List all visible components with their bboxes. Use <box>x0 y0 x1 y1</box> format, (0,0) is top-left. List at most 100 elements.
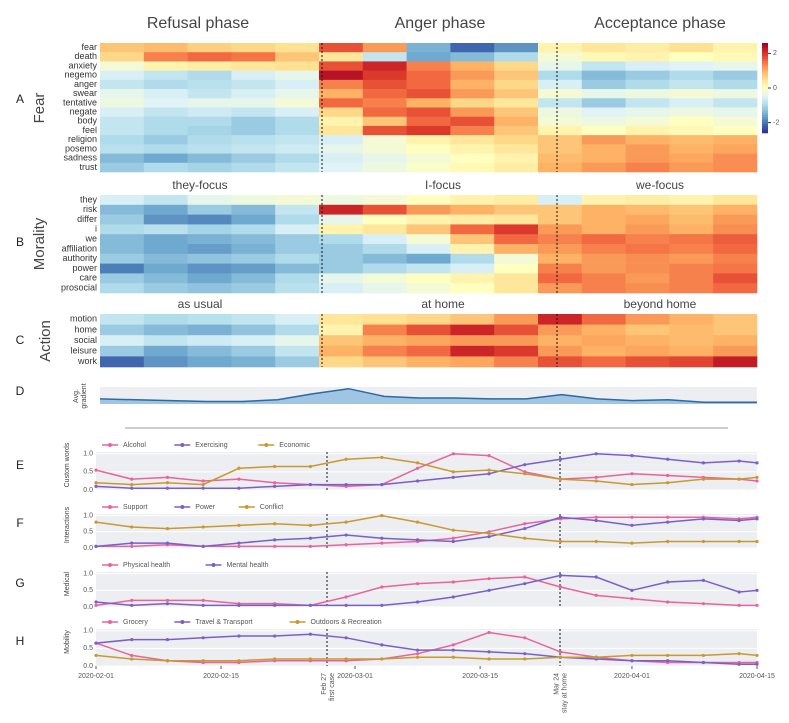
heat-cell <box>187 335 232 347</box>
heat-cell <box>450 79 495 90</box>
series-marker <box>487 577 491 581</box>
row-label: negate <box>69 106 97 116</box>
series-marker <box>594 479 598 483</box>
heat-cell <box>538 43 583 53</box>
row-label: fear <box>81 42 97 52</box>
series-marker <box>201 479 205 483</box>
axis-label: Medical <box>64 571 71 596</box>
colorbar-step <box>762 85 768 89</box>
heat-cell <box>406 345 451 357</box>
series-marker <box>308 523 312 527</box>
heat-cell <box>625 125 670 136</box>
heat-cell <box>669 61 714 71</box>
series-marker <box>558 585 563 589</box>
colorbar-step <box>762 72 768 75</box>
heat-cell <box>494 345 539 357</box>
series-marker <box>630 541 634 545</box>
heat-cell <box>713 283 758 294</box>
heat-cell <box>494 153 539 164</box>
heat-cell <box>275 335 320 347</box>
series-line <box>95 514 757 544</box>
series-line <box>95 456 758 486</box>
series-marker <box>487 650 491 654</box>
annotation: Mar 24 <box>553 673 560 695</box>
colorbar-step <box>762 97 768 100</box>
heat-cell <box>538 214 583 225</box>
colorbar-step <box>762 117 768 120</box>
heat-cell <box>362 263 407 274</box>
series-marker <box>701 602 706 606</box>
heat-cell <box>625 234 670 245</box>
series-marker <box>487 657 491 661</box>
colorbar-step <box>762 126 768 129</box>
heat-cell <box>406 244 451 255</box>
series-marker <box>737 477 741 481</box>
series-marker <box>737 590 741 594</box>
heat-cell <box>581 356 626 368</box>
colorbar-step <box>762 88 768 91</box>
heat-cell <box>538 283 583 294</box>
series-marker <box>594 515 598 519</box>
colorbar-step <box>762 45 768 48</box>
series-marker <box>594 452 598 456</box>
series-marker <box>273 634 277 638</box>
heat-cell <box>406 263 451 274</box>
heat-cell <box>450 324 495 336</box>
heat-cell <box>669 314 714 325</box>
heat-cell <box>143 61 188 71</box>
heat-cell <box>713 125 758 136</box>
heat-cell <box>494 324 539 336</box>
series-marker <box>201 603 205 607</box>
series-marker <box>737 652 741 656</box>
heat-cell <box>187 356 232 368</box>
series-marker <box>523 657 527 661</box>
heat-cell <box>581 234 626 245</box>
legend-label: Physical health <box>123 562 170 569</box>
series-marker <box>380 514 384 518</box>
heat-cell <box>100 314 145 325</box>
heat-cell <box>669 345 714 357</box>
heat-cell <box>319 79 364 90</box>
heat-cell <box>362 234 407 245</box>
colorbar-step <box>762 115 768 118</box>
heat-cell <box>625 52 670 62</box>
heat-cell <box>187 79 232 90</box>
series-marker <box>487 535 491 539</box>
phase-label: as usual <box>178 297 223 311</box>
series-marker <box>130 482 134 487</box>
heat-cell <box>362 144 407 154</box>
series-marker <box>344 595 348 599</box>
heat-cell <box>187 61 232 71</box>
heat-cell <box>581 70 626 81</box>
heat-cell <box>581 125 626 136</box>
heat-cell <box>275 89 320 99</box>
series-marker <box>701 517 706 521</box>
heat-cell <box>494 224 539 235</box>
heat-cell <box>275 61 320 71</box>
heat-cell <box>100 273 145 284</box>
heat-cell <box>319 43 364 53</box>
series-marker <box>165 541 170 545</box>
x-tick-label: 2020-02-15 <box>203 673 239 680</box>
series-marker <box>666 473 670 478</box>
heat-cell <box>275 144 320 154</box>
heat-cell <box>713 153 758 164</box>
heat-cell <box>581 324 626 336</box>
series-marker <box>523 463 527 467</box>
heat-cell <box>625 61 670 71</box>
heat-cell <box>231 314 276 325</box>
heat-cell <box>143 89 188 99</box>
heat-cell <box>494 356 539 368</box>
colorbar-step <box>762 94 768 98</box>
series-marker <box>451 536 455 540</box>
heat-cell <box>319 244 364 255</box>
heat-cell <box>143 79 188 90</box>
heat-cell <box>319 335 364 347</box>
heat-cell <box>231 283 276 294</box>
series-marker <box>451 655 455 659</box>
heat-cell <box>406 253 451 264</box>
heat-cell <box>625 195 670 206</box>
row-label: anxiety <box>68 60 97 70</box>
heat-cell <box>362 283 407 294</box>
